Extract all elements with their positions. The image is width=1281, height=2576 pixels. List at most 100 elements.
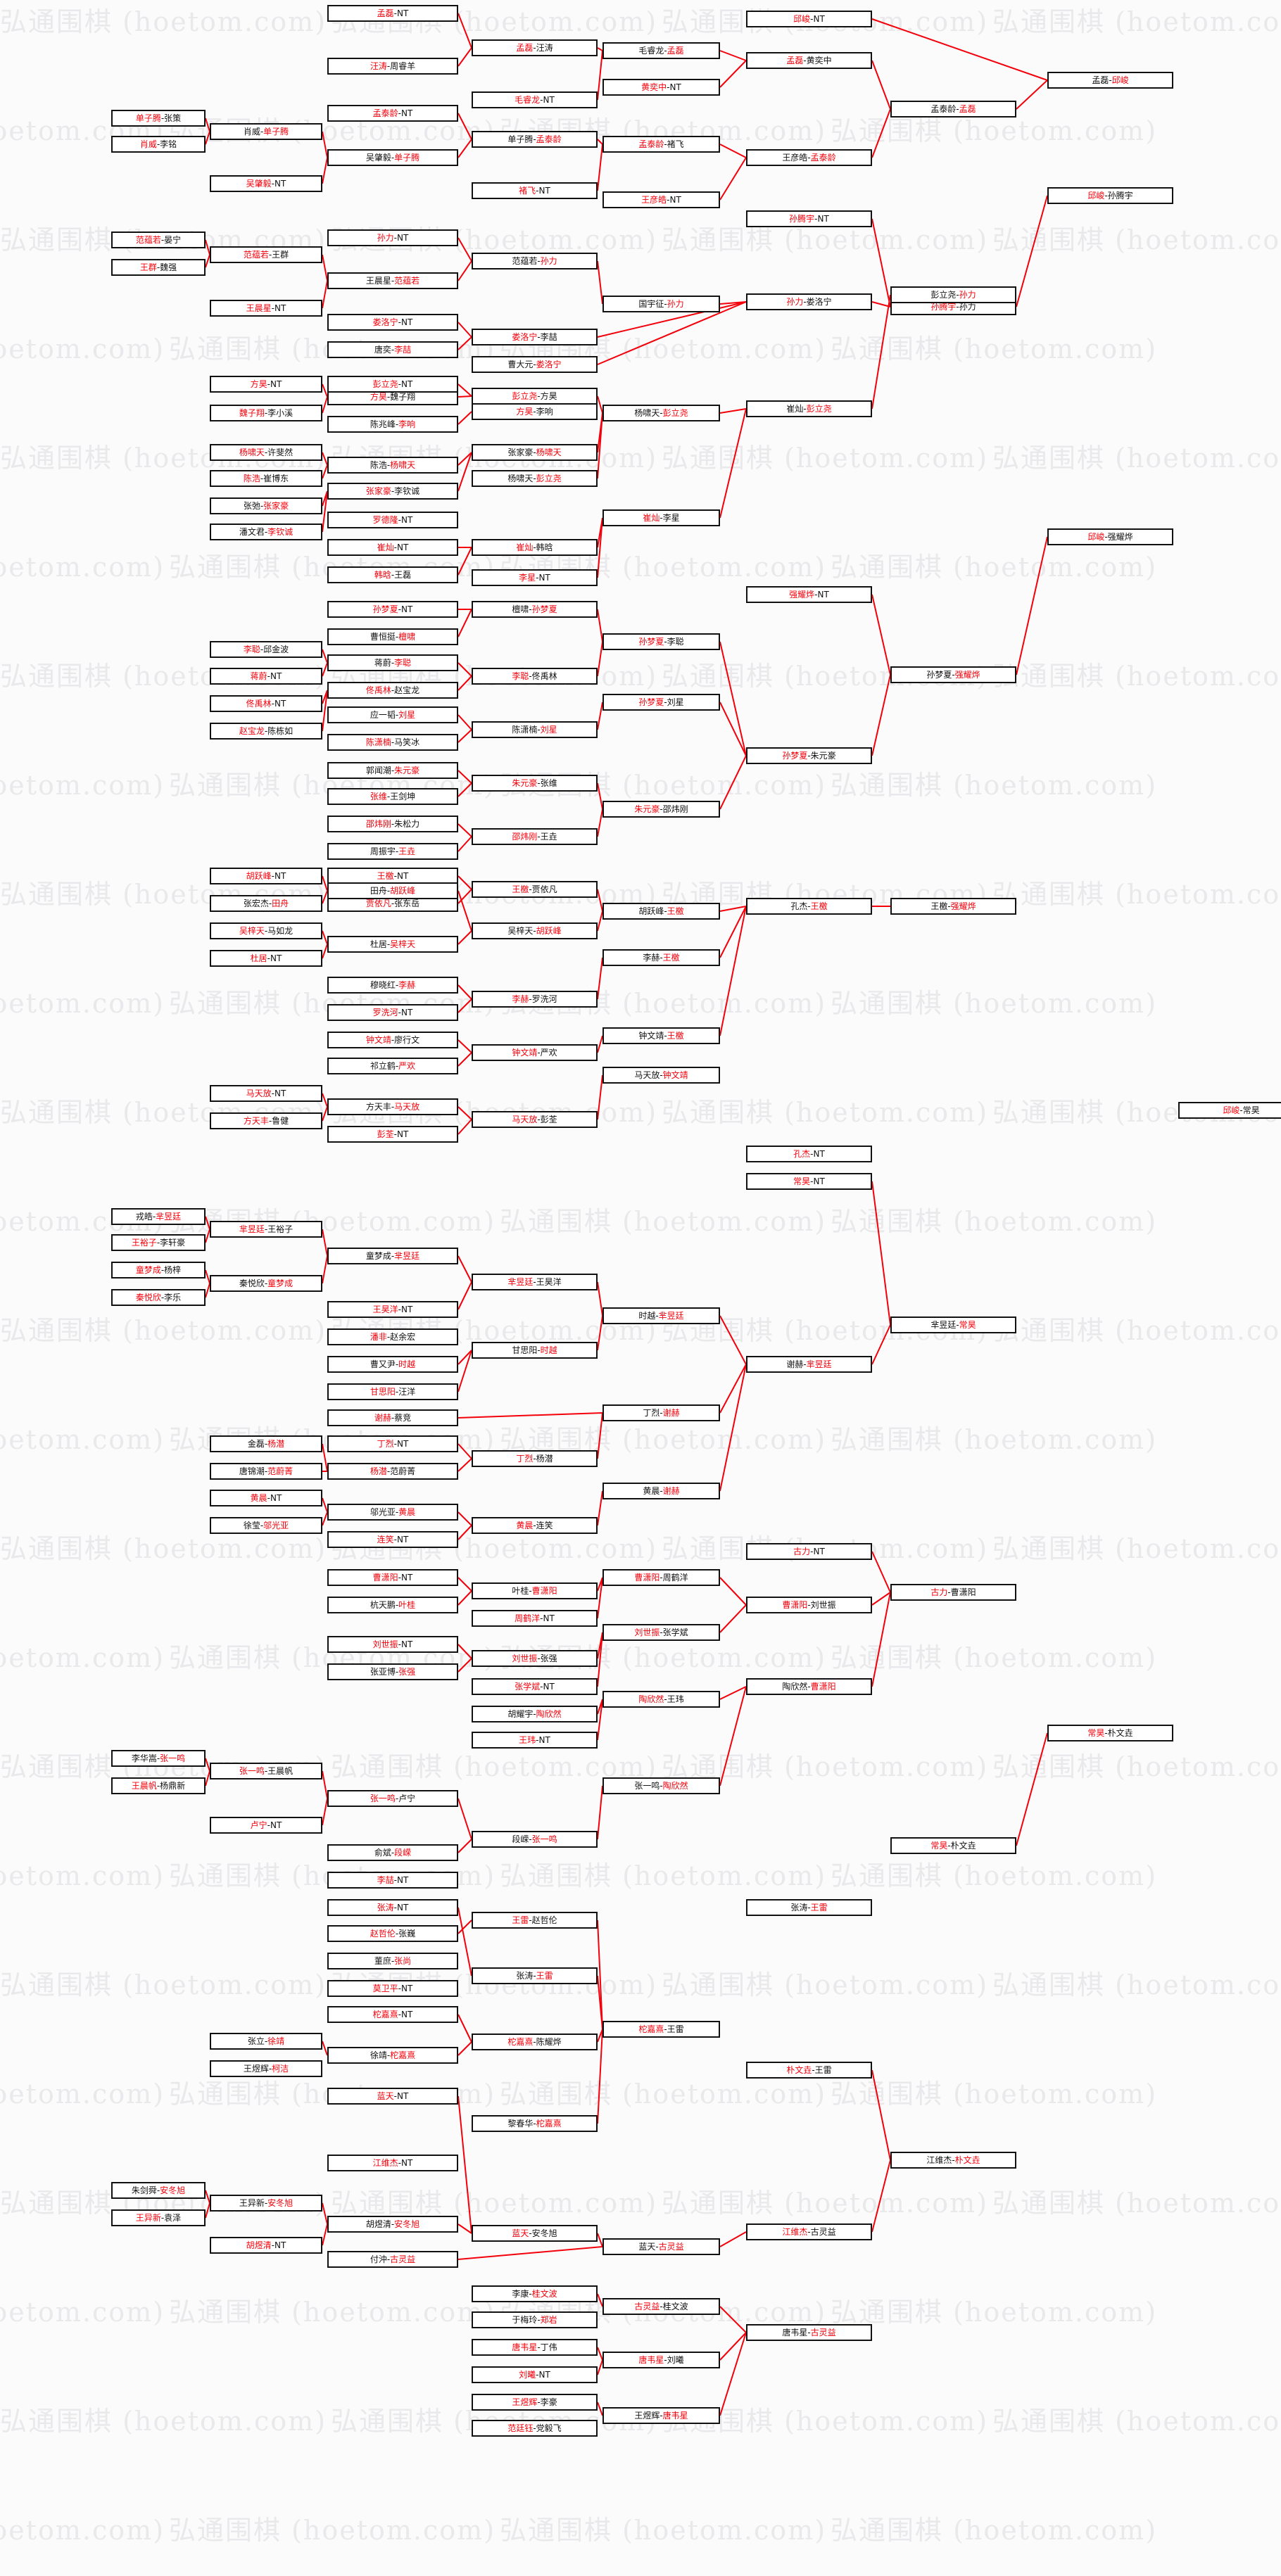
bracket-match-box[interactable]: 童梦成 - 杨梓	[111, 1262, 206, 1279]
bracket-match-box[interactable]: 金磊 - 杨潜	[210, 1435, 322, 1452]
bracket-match-box[interactable]: 唐韦星 - 丁伟	[472, 2339, 598, 2356]
bracket-match-box[interactable]: 陈兆峰 - 李响	[327, 416, 458, 433]
bracket-match-box[interactable]: 莫卫平 - NT	[327, 1980, 458, 1997]
bracket-match-box[interactable]: 卢宁 - NT	[210, 1817, 322, 1834]
bracket-match-box[interactable]: 王彦皓 - NT	[602, 191, 720, 208]
bracket-match-box[interactable]: 王异新 - 安冬旭	[210, 2195, 322, 2212]
bracket-match-box[interactable]: 王昊洋 - NT	[327, 1301, 458, 1318]
bracket-match-box[interactable]: 唐奕 - 李喆	[327, 341, 458, 358]
bracket-match-box[interactable]: 王晨星 - NT	[210, 300, 322, 317]
bracket-match-box[interactable]: 周振宇 - 王垚	[327, 843, 458, 860]
bracket-match-box[interactable]: 王雷 - 赵哲伦	[472, 1912, 598, 1929]
bracket-match-box[interactable]: 李华嵩 - 张一鸣	[111, 1750, 206, 1767]
bracket-match-box[interactable]: 柁嘉熹 - NT	[327, 2006, 458, 2023]
bracket-match-box[interactable]: 张亚博 - 张强	[327, 1663, 458, 1680]
bracket-match-box[interactable]: 彭荃 - NT	[327, 1126, 458, 1143]
bracket-match-box[interactable]: 杭天鹏 - 叶桂	[327, 1597, 458, 1613]
bracket-match-box[interactable]: 曹恒挺 - 檀啸	[327, 628, 458, 645]
bracket-match-box[interactable]: 张家豪 - 杨啸天	[472, 444, 598, 461]
bracket-match-box[interactable]: 谢赫 - 芈昱廷	[746, 1356, 872, 1373]
bracket-match-box[interactable]: 潘非 - 赵余宏	[327, 1328, 458, 1345]
bracket-match-box[interactable]: 唐韦星 - 古灵益	[746, 2324, 872, 2341]
bracket-match-box[interactable]: 古力 - NT	[746, 1543, 872, 1560]
bracket-match-box[interactable]: 孟磊 - 汪涛	[472, 39, 598, 56]
bracket-match-box[interactable]: 邱峻 - 孙腾宇	[1047, 187, 1173, 204]
bracket-match-box[interactable]: 孙梦夏 - 强耀烨	[890, 666, 1016, 683]
bracket-match-box[interactable]: 古力 - 曹潇阳	[890, 1584, 1016, 1601]
bracket-match-box[interactable]: 邱峻 - 常昊	[1178, 1102, 1281, 1119]
bracket-match-box[interactable]: 崔灿 - NT	[327, 539, 458, 556]
bracket-match-box[interactable]: 胡跃峰 - NT	[210, 868, 322, 884]
bracket-match-box[interactable]: 方天丰 - 鲁健	[210, 1112, 322, 1129]
bracket-match-box[interactable]: 娄洛宁 - NT	[327, 314, 458, 331]
bracket-match-box[interactable]: 毛睿龙 - 孟磊	[602, 42, 720, 59]
bracket-match-box[interactable]: 邵炜刚 - 王垚	[472, 828, 598, 845]
bracket-match-box[interactable]: 曹潇阳 - 周鹤洋	[602, 1569, 720, 1586]
bracket-match-box[interactable]: 杜居 - NT	[210, 950, 322, 967]
bracket-match-box[interactable]: 王檄 - 贾依凡	[472, 881, 598, 898]
bracket-match-box[interactable]: 赵哲伦 - 张巍	[327, 1925, 458, 1942]
bracket-match-box[interactable]: 马天放 - 钟文靖	[602, 1067, 720, 1084]
bracket-match-box[interactable]: 彭立尧 - NT	[327, 376, 458, 393]
bracket-match-box[interactable]: 丁烈 - NT	[327, 1435, 458, 1452]
bracket-match-box[interactable]: 曹大元 - 娄洛宁	[472, 356, 598, 373]
bracket-match-box[interactable]: 王煜辉 - 唐韦星	[602, 2407, 720, 2424]
bracket-match-box[interactable]: 彭立尧 - 孙力	[890, 286, 1016, 303]
bracket-match-box[interactable]: 胡跃峰 - 王檄	[602, 903, 720, 920]
bracket-match-box[interactable]: 谢赫 - 蔡竞	[327, 1409, 458, 1426]
bracket-match-box[interactable]: 肖威 - 李铭	[111, 136, 206, 153]
bracket-match-box[interactable]: 孙梦夏 - 李聪	[602, 633, 720, 650]
bracket-match-box[interactable]: 强耀烨 - NT	[746, 586, 872, 603]
bracket-match-box[interactable]: 赵宝龙 - 陈栋如	[210, 723, 322, 740]
bracket-match-box[interactable]: 丁烈 - 杨潜	[472, 1450, 598, 1467]
bracket-match-box[interactable]: 黄奕中 - NT	[602, 79, 720, 96]
bracket-match-box[interactable]: 王异新 - 袁泽	[111, 2209, 206, 2226]
bracket-match-box[interactable]: 杨啸天 - 彭立尧	[472, 470, 598, 487]
bracket-match-box[interactable]: 祁立鹤 - 严欢	[327, 1058, 458, 1074]
bracket-match-box[interactable]: 杨啸天 - 许斐然	[210, 444, 322, 461]
bracket-match-box[interactable]: 唐锦潮 - 范蔚菁	[210, 1463, 322, 1480]
bracket-match-box[interactable]: 朱元豪 - 张维	[472, 775, 598, 792]
bracket-match-box[interactable]: 张立 - 徐靖	[210, 2033, 322, 2050]
bracket-match-box[interactable]: 孟磊 - 黄奕中	[746, 52, 872, 69]
bracket-match-box[interactable]: 汪涛 - 周睿羊	[327, 58, 458, 75]
bracket-match-box[interactable]: 张一鸣 - 陶欣然	[602, 1777, 720, 1794]
bracket-match-box[interactable]: 孙梦夏 - 朱元豪	[746, 747, 872, 764]
bracket-match-box[interactable]: 朱剑舜 - 安冬旭	[111, 2182, 206, 2199]
bracket-match-box[interactable]: 常昊 - 朴文垚	[890, 1837, 1016, 1854]
bracket-match-box[interactable]: 常昊 - 朴文垚	[1047, 1725, 1173, 1741]
bracket-match-box[interactable]: 俞斌 - 段嵘	[327, 1844, 458, 1861]
bracket-match-box[interactable]: 邬光亚 - 黄晨	[327, 1504, 458, 1521]
bracket-match-box[interactable]: 单子腾 - 孟泰龄	[472, 131, 598, 148]
bracket-match-box[interactable]: 于梅玲 - 郑岩	[472, 2311, 598, 2328]
bracket-match-box[interactable]: 朴文垚 - 王雷	[746, 2062, 872, 2079]
bracket-match-box[interactable]: 张学斌 - NT	[472, 1678, 598, 1695]
bracket-match-box[interactable]: 孟磊 - NT	[327, 5, 458, 22]
bracket-match-box[interactable]: 李喆 - NT	[327, 1872, 458, 1889]
bracket-match-box[interactable]: 陶欣然 - 曹潇阳	[746, 1678, 872, 1695]
bracket-match-box[interactable]: 郭闻潮 - 朱元豪	[327, 762, 458, 779]
bracket-match-box[interactable]: 刘世振 - 张学斌	[602, 1624, 720, 1641]
bracket-match-box[interactable]: 陈潇楠 - 刘星	[472, 721, 598, 738]
bracket-match-box[interactable]: 张弛 - 张家豪	[210, 497, 322, 514]
bracket-match-box[interactable]: 王晨帆 - 杨鼎新	[111, 1777, 206, 1794]
bracket-match-box[interactable]: 黄晨 - 连笑	[472, 1517, 598, 1534]
bracket-match-box[interactable]: 孟泰龄 - 褚飞	[602, 136, 720, 153]
bracket-match-box[interactable]: 崔灿 - 彭立尧	[746, 400, 872, 417]
bracket-match-box[interactable]: 付沖 - 古灵益	[327, 2251, 458, 2268]
bracket-match-box[interactable]: 应一韬 - 刘星	[327, 706, 458, 723]
bracket-match-box[interactable]: 钟文靖 - 王檄	[602, 1027, 720, 1044]
bracket-match-box[interactable]: 吴肇毅 - NT	[210, 175, 322, 192]
bracket-match-box[interactable]: 叶桂 - 曹潇阳	[472, 1582, 598, 1599]
bracket-match-box[interactable]: 江维杰 - NT	[327, 2155, 458, 2171]
bracket-match-box[interactable]: 孟泰龄 - NT	[327, 105, 458, 122]
bracket-match-box[interactable]: 柁嘉熹 - 陈耀烨	[472, 2033, 598, 2050]
bracket-match-box[interactable]: 吴梓天 - 马如龙	[210, 922, 322, 939]
bracket-match-box[interactable]: 肖威 - 单子腾	[210, 123, 322, 140]
bracket-match-box[interactable]: 蒋蔚 - NT	[210, 668, 322, 685]
bracket-match-box[interactable]: 张家豪 - 李钦诚	[327, 483, 458, 500]
bracket-match-box[interactable]: 马天放 - 彭荃	[472, 1111, 598, 1128]
bracket-match-box[interactable]: 蓝天 - 古灵益	[602, 2238, 720, 2255]
bracket-match-box[interactable]: 邱峻 - NT	[746, 11, 872, 27]
bracket-match-box[interactable]: 芈昱廷 - 常昊	[890, 1316, 1016, 1333]
